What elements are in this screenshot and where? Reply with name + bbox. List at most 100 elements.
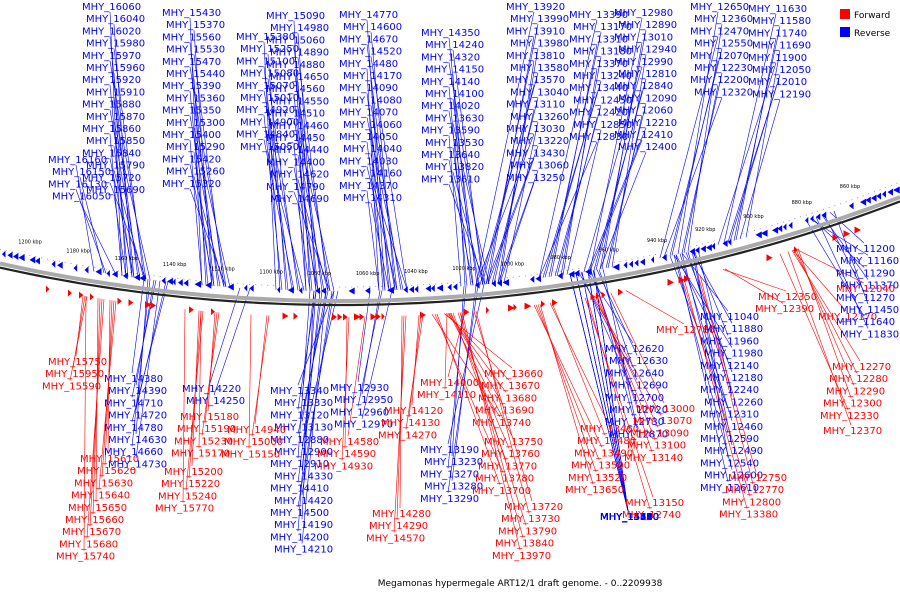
- gene-label: MHY_14980: [270, 23, 329, 34]
- gene-label: MHY_11040: [700, 312, 759, 323]
- scale-tick-label: 860 kbp: [840, 184, 860, 190]
- gene-label: MHY_15150: [221, 449, 280, 460]
- gene-label: MHY_12170: [818, 312, 877, 323]
- gene-label: MHY_12940: [618, 45, 677, 56]
- reverse-gene-arrow: [7, 251, 13, 259]
- gene-leader-line: [209, 287, 241, 384]
- gene-leader-line: [448, 184, 486, 285]
- gene-label: MHY_13820: [425, 162, 484, 173]
- gene-leader-line: [537, 304, 597, 472]
- scale-tick-label: 1100 kbp: [259, 270, 283, 276]
- gene-leader-line: [113, 24, 133, 278]
- gene-label: MHY_14160: [343, 169, 402, 180]
- gene-leader-line: [297, 106, 323, 291]
- gene-label: MHY_15060: [266, 35, 325, 46]
- reverse-gene-arrow: [755, 231, 762, 239]
- gene-leader-line: [248, 314, 252, 449]
- reverse-gene-arrow: [871, 194, 877, 202]
- gene-leader-line: [475, 311, 530, 514]
- gene-label: MHY_14220: [182, 384, 241, 395]
- gene-leader-line: [797, 248, 852, 398]
- gene-leader-line: [583, 66, 643, 272]
- gene-label: MHY_13290: [420, 494, 479, 505]
- gene-label: MHY_13690: [475, 406, 534, 417]
- gene-label: MHY_15230: [174, 436, 233, 447]
- reverse-gene-arrow: [700, 245, 706, 253]
- gene-label: MHY_15920: [82, 75, 141, 86]
- legend-forward-swatch: [840, 9, 850, 19]
- gene-label: MHY_12970: [334, 420, 393, 431]
- gene-leader-line: [447, 284, 479, 493]
- reverse-gene-arrow: [249, 284, 254, 292]
- gene-label: MHY_15220: [161, 479, 220, 490]
- gene-label: MHY_12490: [704, 446, 763, 457]
- gene-label: MHY_12830: [569, 132, 628, 143]
- gene-label: MHY_15180: [180, 412, 239, 423]
- forward-gene-arrow: [464, 308, 470, 316]
- gene-leader-line: [611, 54, 647, 268]
- legend-reverse-swatch: [840, 27, 850, 37]
- gene-leader-line: [113, 97, 139, 278]
- gene-leader-line: [475, 133, 535, 286]
- reverse-gene-arrow: [689, 247, 695, 255]
- forward-gene-arrow: [189, 306, 194, 314]
- forward-gene-arrow: [145, 301, 152, 309]
- gene-leader-line: [113, 194, 127, 277]
- gene-label: MHY_14150: [425, 65, 484, 76]
- gene-leader-line: [447, 311, 466, 378]
- legend-forward-label: Forward: [854, 11, 890, 21]
- gene-label: MHY_14120: [384, 406, 443, 417]
- gene-leader-line: [569, 273, 629, 512]
- gene-leader-line: [533, 304, 603, 448]
- gene-label: MHY_15850: [86, 136, 145, 147]
- forward-gene-arrow: [541, 300, 546, 308]
- gene-leader-line: [189, 66, 227, 287]
- gene-label: MHY_14920: [236, 105, 295, 116]
- forward-gene-arrow: [46, 285, 50, 293]
- reverse-gene-arrow: [453, 283, 458, 291]
- gene-label: MHY_13720: [504, 502, 563, 513]
- gene-label: MHY_13520: [568, 473, 627, 484]
- gene-label: MHY_14600: [343, 22, 402, 33]
- gene-label: MHY_15660: [65, 515, 124, 526]
- gene-leader-line: [659, 36, 719, 259]
- gene-leader-line: [361, 290, 393, 419]
- gene-leader-line: [347, 316, 366, 437]
- gene-leader-line: [673, 254, 733, 470]
- gene-label: MHY_13440: [569, 83, 628, 94]
- gene-label: MHY_13280: [424, 482, 483, 493]
- gene-label: MHY_12960: [330, 407, 389, 418]
- gene-label: MHY_12740: [622, 510, 681, 521]
- gene-leader-line: [109, 158, 135, 278]
- gene-label: MHY_12610: [700, 483, 759, 494]
- gene-label: MHY_14350: [421, 28, 480, 39]
- gene-label: MHY_13530: [425, 138, 484, 149]
- gene-leader-line: [473, 311, 533, 502]
- gene-leader-line: [301, 290, 327, 544]
- reverse-gene-arrow: [315, 287, 321, 295]
- gene-label: MHY_14090: [339, 83, 398, 94]
- gene-leader-line: [366, 166, 398, 291]
- gene-leader-line: [594, 295, 659, 428]
- gene-leader-line: [185, 310, 204, 491]
- forward-gene-arrow: [337, 313, 343, 321]
- gene-label: MHY_13490: [574, 448, 633, 459]
- gene-label: MHY_12230: [694, 63, 753, 74]
- forward-gene-arrow: [486, 306, 490, 314]
- reverse-gene-arrow: [849, 202, 854, 210]
- gene-leader-line: [83, 296, 87, 551]
- gene-label: MHY_15540: [600, 512, 659, 523]
- forward-gene-arrow: [794, 246, 798, 254]
- gene-label: MHY_12770: [725, 485, 784, 496]
- gene-label: MHY_14650: [270, 72, 329, 83]
- gene-label: MHY_15390: [162, 81, 221, 92]
- gene-label: MHY_14060: [343, 120, 402, 131]
- gene-leader-line: [267, 54, 287, 291]
- gene-label: MHY_12050: [752, 65, 811, 76]
- gene-leader-line: [366, 117, 404, 290]
- gene-leader-line: [457, 312, 527, 526]
- reverse-gene-arrow: [810, 215, 814, 223]
- gene-label: MHY_13040: [510, 87, 569, 98]
- gene-label: MHY_14890: [270, 48, 329, 59]
- gene-leader-line: [544, 93, 598, 278]
